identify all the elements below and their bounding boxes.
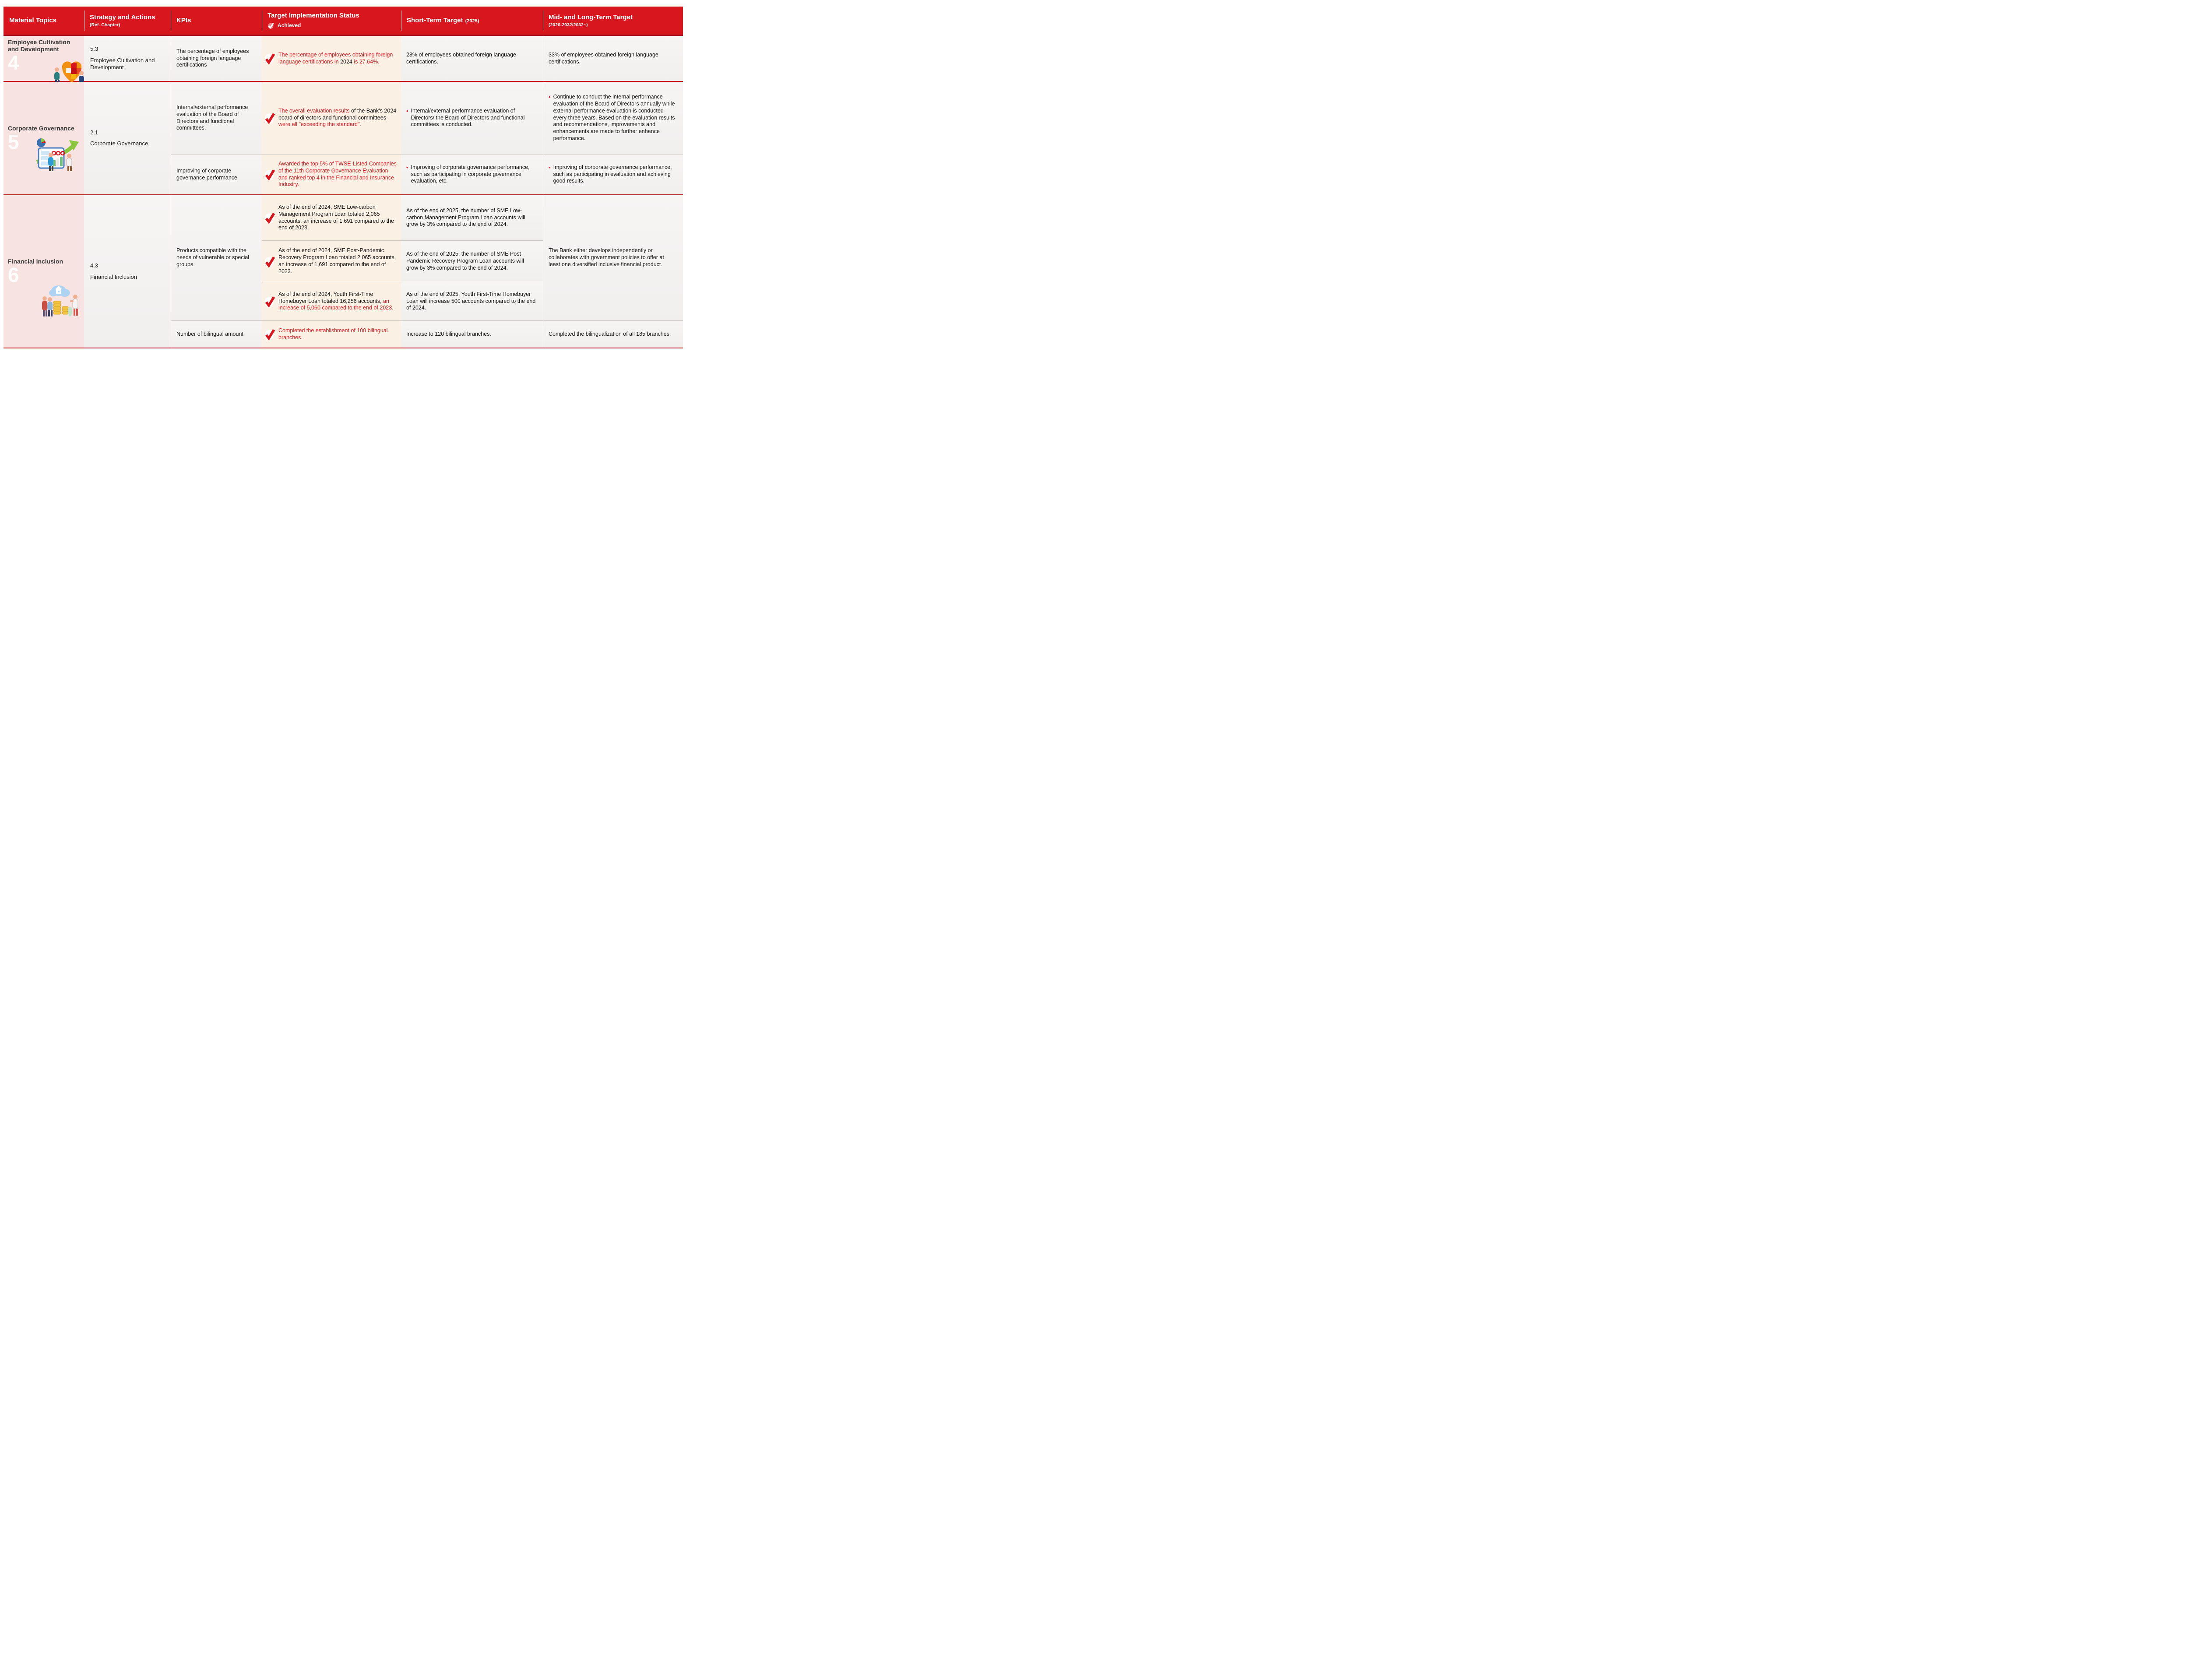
kpi-text: Number of bilingual amount (176, 330, 243, 337)
short-term-text: As of the end of 2025, the number of SME… (406, 251, 524, 271)
achieved-check-icon (264, 256, 275, 268)
chapter-name: Employee Cultivation and Development (90, 56, 155, 71)
kpi-cell: Internal/external performance evaluation… (171, 82, 262, 154)
achieved-check-icon (264, 169, 275, 181)
short-term-cell: Internal/external performance evaluation… (401, 82, 543, 154)
long-term-cell: Completed the bilingualization of all 18… (543, 320, 683, 348)
long-term-text: Continue to conduct the internal perform… (549, 94, 677, 142)
achieved-check-icon (264, 296, 275, 308)
status-text: As of the end of 2024, Youth First-Time … (278, 291, 394, 311)
chapter-cell: 4.3 Financial Inclusion (84, 195, 171, 348)
material-topic-number: 5 (8, 130, 19, 153)
col-header-mid-long-term-target: Mid- and Long-Term Target (2026-2032/203… (543, 7, 683, 35)
chapter-cell: 5.3 Employee Cultivation and Development (84, 36, 171, 81)
kpi-text: Products compatible with the needs of vu… (176, 247, 250, 267)
table-group-employee-cultivation: Employee Cultivation and Development 4 (4, 36, 683, 88)
kpi-cell: Improving of corporate governance perfor… (171, 154, 262, 194)
long-term-cell: Continue to conduct the internal perform… (543, 82, 683, 154)
kpi-text: Internal/external performance evaluation… (176, 104, 248, 131)
achieved-legend-label: Achieved (278, 22, 301, 29)
short-term-cell: As of the end of 2025, Youth First-Time … (401, 282, 543, 320)
short-term-text: As of the end of 2025, the number of SME… (406, 207, 525, 228)
short-term-cell: As of the end of 2025, the number of SME… (401, 195, 543, 240)
col-header-target-implementation-status: Target Implementation Status Achieved (262, 7, 401, 35)
table-group-corporate-governance: Corporate Governance 5 (4, 82, 683, 195)
kpi-cell: Number of bilingual amount (171, 320, 262, 348)
kpi-text: Improving of corporate governance perfor… (176, 167, 237, 181)
status-cell: As of the end of 2024, Youth First-Time … (262, 282, 401, 320)
short-term-cell: 28% of employees obtained foreign langua… (401, 36, 543, 81)
status-cell: Awarded the top 5% of TWSE-Listed Compan… (262, 154, 401, 194)
status-cell: As of the end of 2024, SME Low-carbon Ma… (262, 195, 401, 240)
short-term-text: Improving of corporate governance perfor… (406, 164, 537, 185)
long-term-text: Improving of corporate governance perfor… (549, 164, 677, 185)
status-cell: The percentage of employees obtaining fo… (262, 36, 401, 81)
short-term-text: 28% of employees obtained foreign langua… (406, 51, 516, 65)
chapter-number: 5.3 (90, 46, 99, 53)
material-topic-title: Employee Cultivation and Development (8, 39, 70, 53)
kpi-text: The percentage of employees obtaining fo… (176, 48, 249, 68)
achieved-check-icon (264, 212, 275, 224)
material-topic-cell: Financial Inclusion 6 (4, 195, 84, 348)
achieved-check-icon (264, 329, 275, 341)
long-term-text: The Bank either develops independently o… (549, 247, 664, 267)
col-header-label: KPIs (176, 17, 191, 25)
col-header-sublabel: (2025) (465, 18, 479, 24)
status-text: Completed the establishment of 100 bilin… (278, 327, 388, 341)
col-header-label: Strategy and Actions (90, 13, 155, 21)
status-text: Awarded the top 5% of TWSE-Listed Compan… (278, 160, 397, 188)
col-header-label: Short-Term Target (407, 17, 463, 25)
long-term-cell: Improving of corporate governance perfor… (543, 154, 683, 194)
material-topic-number: 6 (8, 264, 19, 287)
financial-inclusion-illustration (42, 285, 78, 316)
long-term-cell: 33% of employees obtained foreign langua… (543, 36, 683, 81)
material-topic-number: 4 (8, 51, 19, 74)
kpi-cell: Products compatible with the needs of vu… (171, 195, 262, 320)
material-topic-cell: Employee Cultivation and Development 4 (4, 36, 84, 88)
achieved-check-icon (264, 53, 275, 65)
chapter-number: 2.1 (90, 129, 99, 136)
short-term-text: As of the end of 2025, Youth First-Time … (406, 291, 536, 311)
esg-report-page: Material Topics Strategy and Actions (Re… (0, 0, 686, 348)
achieved-legend: Achieved (267, 22, 397, 29)
status-text: As of the end of 2024, SME Low-carbon Ma… (278, 204, 394, 231)
col-header-strategy-actions: Strategy and Actions (Ref. Chapter) (84, 7, 171, 35)
table-group-financial-inclusion: Financial Inclusion 6 (4, 195, 683, 348)
col-header-kpis: KPIs (171, 7, 262, 35)
material-topic-title: Financial Inclusion (8, 258, 63, 265)
col-header-label: Material Topics (9, 17, 57, 25)
short-term-cell: Improving of corporate governance perfor… (401, 154, 543, 194)
short-term-text: Increase to 120 bilingual branches. (406, 330, 491, 337)
material-topics-target-table: Material Topics Strategy and Actions (Re… (4, 7, 683, 348)
col-header-label: Mid- and Long-Term Target (549, 13, 633, 21)
long-term-cell: The Bank either develops independently o… (543, 195, 683, 320)
short-term-cell: As of the end of 2025, the number of SME… (401, 240, 543, 282)
col-header-label: Target Implementation Status (267, 12, 359, 20)
chapter-cell: 2.1 Corporate Governance (84, 82, 171, 194)
short-term-text: Internal/external performance evaluation… (406, 108, 537, 129)
material-topic-cell: Corporate Governance 5 (4, 82, 84, 194)
col-header-sublabel: (Ref. Chapter) (90, 22, 120, 28)
governance-chart-illustration (36, 138, 79, 171)
status-text: The overall evaluation results of the Ba… (278, 107, 397, 128)
col-header-sublabel: (2026-2032/2032~) (549, 22, 588, 28)
status-cell: As of the end of 2024, SME Post-Pandemic… (262, 240, 401, 282)
chapter-number: 4.3 (90, 262, 99, 269)
long-term-text: Completed the bilingualization of all 18… (549, 330, 671, 337)
kpi-cell: The percentage of employees obtaining fo… (171, 36, 262, 81)
status-text: As of the end of 2024, SME Post-Pandemic… (278, 247, 396, 274)
status-text: The percentage of employees obtaining fo… (278, 51, 393, 65)
achieved-check-icon (267, 22, 274, 29)
achieved-check-icon (264, 112, 275, 124)
col-header-material-topics: Material Topics (4, 7, 84, 35)
table-header-row: Material Topics Strategy and Actions (Re… (4, 7, 683, 36)
long-term-text: 33% of employees obtained foreign langua… (549, 51, 658, 65)
col-header-short-term-target: Short-Term Target (2025) (401, 7, 543, 35)
status-cell: Completed the establishment of 100 bilin… (262, 320, 401, 348)
chapter-name: Corporate Governance (90, 140, 148, 147)
status-cell: The overall evaluation results of the Ba… (262, 82, 401, 154)
material-topic-title: Corporate Governance (8, 124, 74, 132)
chapter-name: Financial Inclusion (90, 273, 137, 280)
short-term-cell: Increase to 120 bilingual branches. (401, 320, 543, 348)
